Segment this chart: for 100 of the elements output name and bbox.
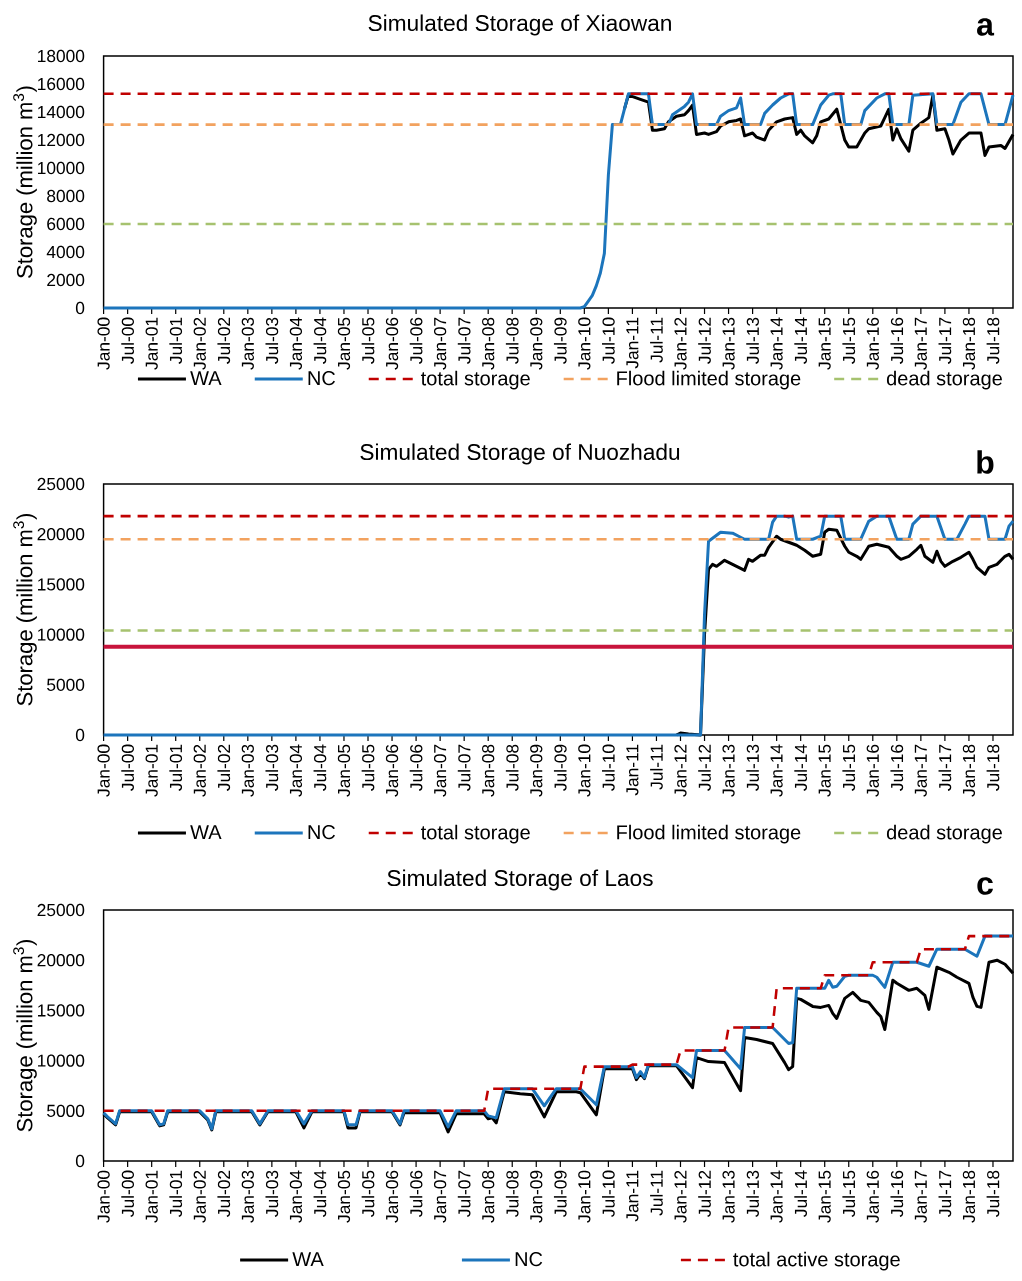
x-tick-label: Jul-11 (650, 317, 663, 363)
x-tick-label: Jan-13 (722, 1170, 735, 1223)
x-tick-label: Jul-10 (602, 317, 615, 364)
x-tick-label: Jan-16 (866, 1170, 879, 1223)
x-tick-label: Jan-04 (289, 1170, 303, 1223)
legend-label: dead storage (886, 824, 1002, 844)
x-tick-label: Jan-09 (530, 317, 543, 370)
x-tick-label: Jan-14 (770, 317, 783, 370)
y-tick-label: 15000 (38, 578, 85, 591)
x-tick-label: Jul-14 (794, 1170, 808, 1217)
x-tick-label: Jan-12 (674, 744, 687, 797)
legend-label: Flood limited storage (617, 824, 801, 844)
x-tick-label: Jan-17 (914, 744, 927, 797)
x-tick-label: Jul-02 (217, 1170, 231, 1217)
x-tick-label: Jul-11 (650, 744, 663, 790)
x-tick-label: Jan-08 (482, 744, 495, 797)
y-tick-label: 0 (75, 1154, 85, 1168)
x-tick-label: Jan-17 (914, 317, 927, 370)
x-tick-label: Jul-10 (602, 744, 615, 791)
y-axis-title: Storage (million m$^{3}$) (13, 939, 37, 1132)
x-tick-label: Jul-15 (842, 744, 856, 791)
x-tick-label: Jan-04 (289, 744, 303, 797)
legend-label: Flood limited storage (617, 370, 801, 390)
x-tick-label: Jan-08 (482, 317, 495, 370)
legend-label: total storage (420, 370, 530, 390)
y-tick-label: 25000 (37, 903, 85, 917)
x-tick-label: Jul-14 (794, 744, 808, 791)
y-axis-title: Storage (million m$^{3}$) (13, 86, 37, 278)
y-tick-label: 2000 (47, 273, 85, 287)
x-tick-label: Jul-00 (121, 317, 134, 364)
y-tick-label: 25000 (37, 477, 85, 491)
x-tick-label: Jan-02 (193, 317, 206, 370)
y-tick-label: 6000 (47, 217, 85, 231)
x-tick-label: Jul-16 (890, 744, 904, 791)
legend-label: NC (515, 1252, 543, 1267)
y-tick-label: 4000 (46, 245, 85, 259)
x-tick-label: Jul-00 (121, 744, 134, 791)
y-tick-label: 0 (75, 301, 85, 315)
x-tick-label: Jul-06 (409, 1170, 423, 1217)
y-tick-label: 10000 (38, 1054, 85, 1067)
x-tick-label: Jul-10 (602, 1170, 615, 1217)
x-tick-label: Jan-16 (866, 744, 879, 797)
x-tick-label: Jul-03 (265, 1170, 279, 1217)
x-tick-label: Jul-11 (650, 1170, 663, 1216)
x-tick-label: Jan-16 (866, 317, 879, 370)
chart-title: Simulated Storage of Xiaowan (368, 14, 671, 36)
x-tick-label: Jul-09 (553, 317, 567, 364)
x-tick-label: Jan-03 (241, 1170, 254, 1223)
x-tick-label: Jan-05 (337, 744, 351, 797)
y-tick-label: 10000 (38, 161, 85, 175)
x-tick-label: Jan-12 (674, 1170, 687, 1223)
y-tick-label: 16000 (38, 77, 85, 91)
y-tick-label: 18000 (38, 49, 85, 63)
x-tick-label: Jul-04 (313, 317, 327, 364)
x-tick-label: Jul-18 (986, 744, 1000, 791)
x-tick-label: Jan-01 (145, 744, 158, 797)
x-tick-label: Jan-02 (193, 1170, 206, 1223)
x-tick-label: Jan-03 (241, 317, 254, 370)
y-tick-label: 0 (75, 728, 85, 742)
y-tick-label: 8000 (47, 189, 85, 203)
x-tick-label: Jul-07 (457, 1170, 471, 1217)
x-tick-label: Jul-18 (986, 317, 1000, 364)
x-tick-label: Jan-10 (578, 1170, 591, 1223)
y-tick-label: 5000 (47, 678, 85, 691)
x-tick-label: Jul-16 (890, 1170, 904, 1217)
x-tick-label: Jan-13 (722, 744, 735, 797)
x-tick-label: Jan-09 (530, 1170, 543, 1223)
x-tick-label: Jul-02 (217, 744, 231, 791)
x-tick-label: Jan-18 (962, 744, 976, 797)
x-tick-label: Jan-07 (433, 744, 447, 797)
x-tick-label: Jan-14 (770, 1170, 783, 1223)
x-tick-label: Jul-08 (505, 317, 519, 364)
x-tick-label: Jul-12 (698, 317, 711, 364)
text: c (977, 877, 993, 895)
legend-label: WA (190, 825, 222, 839)
x-tick-label: Jul-05 (361, 1170, 375, 1217)
legend-label: WA (292, 1252, 324, 1266)
x-tick-label: Jan-00 (97, 744, 110, 797)
x-tick-label: Jul-05 (361, 317, 375, 364)
x-tick-label: Jan-06 (385, 1170, 399, 1223)
x-tick-label: Jan-08 (482, 1170, 495, 1223)
x-tick-label: Jan-04 (289, 317, 303, 370)
x-tick-label: Jan-10 (578, 317, 591, 370)
x-tick-label: Jan-18 (962, 1170, 976, 1223)
x-tick-label: Jul-02 (217, 317, 231, 364)
x-tick-label: Jan-13 (722, 317, 735, 370)
x-tick-label: Jan-03 (241, 744, 254, 797)
x-tick-label: Jul-17 (938, 744, 952, 791)
x-tick-label: Jul-09 (553, 744, 567, 791)
x-tick-label: Jul-08 (505, 744, 519, 791)
x-tick-label: Jul-17 (938, 1170, 952, 1217)
x-tick-label: Jul-16 (890, 317, 904, 364)
x-tick-label: Jan-10 (578, 744, 591, 797)
legend-label: total storage (420, 824, 530, 844)
x-tick-label: Jul-04 (313, 1170, 327, 1217)
legend-label: NC (308, 371, 336, 386)
x-tick-label: Jan-14 (770, 744, 783, 797)
legend-label: NC (308, 825, 336, 840)
legend-label: WA (190, 371, 222, 385)
x-tick-label: Jul-13 (746, 1170, 759, 1217)
